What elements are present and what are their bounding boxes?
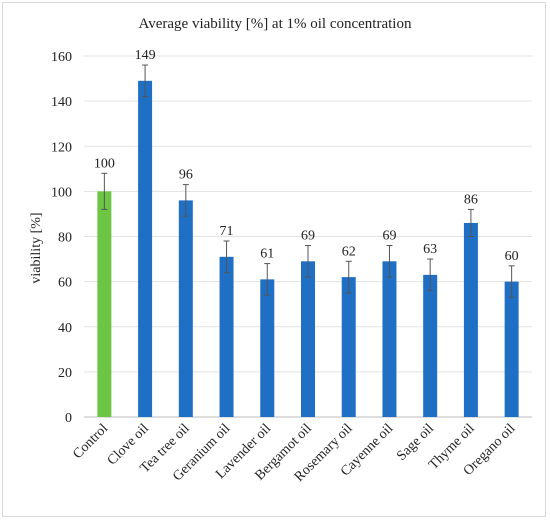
bar-4 [260, 279, 275, 417]
y-axis-label: viability [%] [29, 212, 44, 283]
data-label-7: 69 [382, 229, 396, 244]
y-tick-label: 80 [58, 231, 72, 246]
x-tick-label-0: Control [70, 421, 111, 462]
chart-title: Average viability [%] at 1% oil concentr… [138, 16, 412, 32]
y-tick-labels: 0 20 40 60 80 100 120 140 160 [51, 50, 72, 426]
data-label-10: 60 [505, 249, 519, 264]
data-label-3: 71 [220, 224, 234, 239]
bar-2 [178, 200, 193, 417]
y-tick-label: 60 [58, 276, 72, 291]
bar-9 [463, 222, 478, 417]
y-tick-label: 40 [58, 321, 72, 336]
y-tick-label: 20 [58, 366, 72, 381]
data-label-0: 100 [94, 156, 115, 171]
data-label-8: 63 [423, 242, 437, 257]
bars [97, 80, 519, 417]
data-label-6: 62 [342, 244, 356, 259]
chart-frame [2, 2, 546, 517]
bar-1 [138, 80, 153, 417]
bar-3 [219, 256, 234, 417]
data-label-9: 86 [464, 192, 478, 207]
bar-10 [504, 281, 519, 417]
y-tick-label: 100 [51, 185, 72, 200]
error-bars [101, 64, 515, 298]
data-label-4: 61 [260, 247, 274, 262]
data-label-1: 149 [135, 48, 156, 63]
y-tick-label: 140 [51, 95, 72, 110]
y-tick-label: 160 [51, 50, 72, 65]
y-tick-label: 0 [65, 411, 72, 426]
bar-8 [423, 274, 438, 417]
data-labels: 100 149 96 71 61 69 62 69 63 86 60 [94, 48, 519, 264]
data-label-2: 96 [179, 168, 193, 183]
data-label-5: 69 [301, 229, 315, 244]
y-tick-label: 120 [51, 140, 72, 155]
bar-0 [97, 191, 112, 417]
bar-7 [382, 261, 397, 417]
bar-6 [341, 277, 356, 417]
bar-5 [301, 261, 315, 417]
